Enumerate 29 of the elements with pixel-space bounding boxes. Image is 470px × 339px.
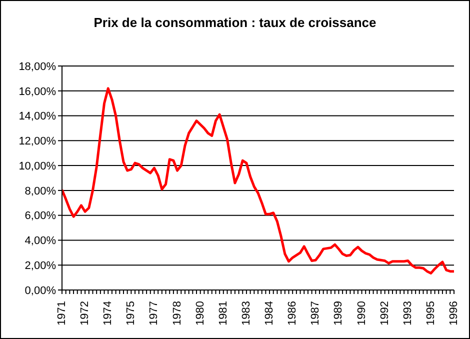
x-tick-label: 1989: [332, 301, 345, 326]
x-tick-label: 1971: [56, 301, 68, 326]
y-tick-label: 12,00%: [18, 136, 56, 148]
y-tick-label: 16,00%: [18, 86, 56, 98]
y-tick-label: 10,00%: [18, 160, 56, 172]
x-tick-label: 1992: [378, 301, 391, 326]
x-tick-label: 1993: [402, 301, 414, 326]
x-tick-label: 1978: [171, 301, 184, 326]
x-tick-label: 1977: [148, 301, 160, 326]
chart-title: Prix de la consommation : taux de croissance: [92, 15, 378, 30]
x-tick-label: 1986: [286, 301, 299, 326]
x-tick-label: 1974: [102, 301, 114, 326]
y-tick-label: 14,00%: [18, 110, 56, 123]
x-tick-label: 1995: [424, 301, 437, 326]
y-tick-label: 8,00%: [24, 185, 56, 198]
x-tick-label: 1981: [217, 301, 230, 326]
y-tick-label: 6,00%: [24, 210, 56, 222]
y-tick-label: 2,00%: [24, 260, 56, 272]
y-tick-label: 4,00%: [24, 235, 56, 248]
x-tick-label: 1990: [356, 301, 368, 326]
x-tick-label: 1980: [194, 301, 206, 326]
x-tick-label: 1972: [79, 301, 92, 326]
x-tick-label: 1984: [264, 301, 276, 326]
x-tick-label: 1987: [310, 301, 322, 326]
x-tick-label: 1996: [448, 301, 460, 326]
y-tick-label: 18,00%: [18, 60, 56, 73]
x-tick-label: 1983: [240, 301, 252, 326]
y-tick-label: 0,00%: [24, 284, 56, 297]
x-tick-label: 1975: [125, 301, 138, 326]
